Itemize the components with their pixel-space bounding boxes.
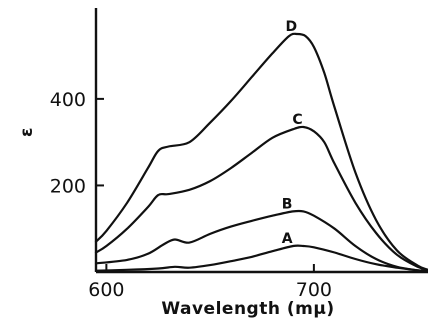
plot-area: 200 400 600 700 A B C D — [50, 8, 428, 301]
x-tick-label-600: 600 — [88, 279, 124, 301]
y-axis-title: ε — [17, 127, 37, 137]
y-tick-label-200: 200 — [50, 175, 86, 197]
series-a-curve — [94, 244, 428, 273]
series-c-label: C — [292, 112, 302, 128]
x-axis-title: Wavelength (mμ) — [161, 299, 334, 319]
series-b-curve — [94, 209, 428, 273]
series-b-label: B — [282, 196, 293, 212]
series-c-curve — [94, 125, 428, 271]
series-a-label: A — [282, 231, 293, 247]
x-tick-label-700: 700 — [296, 279, 332, 301]
series-d-label: D — [285, 19, 297, 35]
y-tick-label-400: 400 — [50, 89, 86, 111]
series-d-curve — [94, 32, 428, 271]
